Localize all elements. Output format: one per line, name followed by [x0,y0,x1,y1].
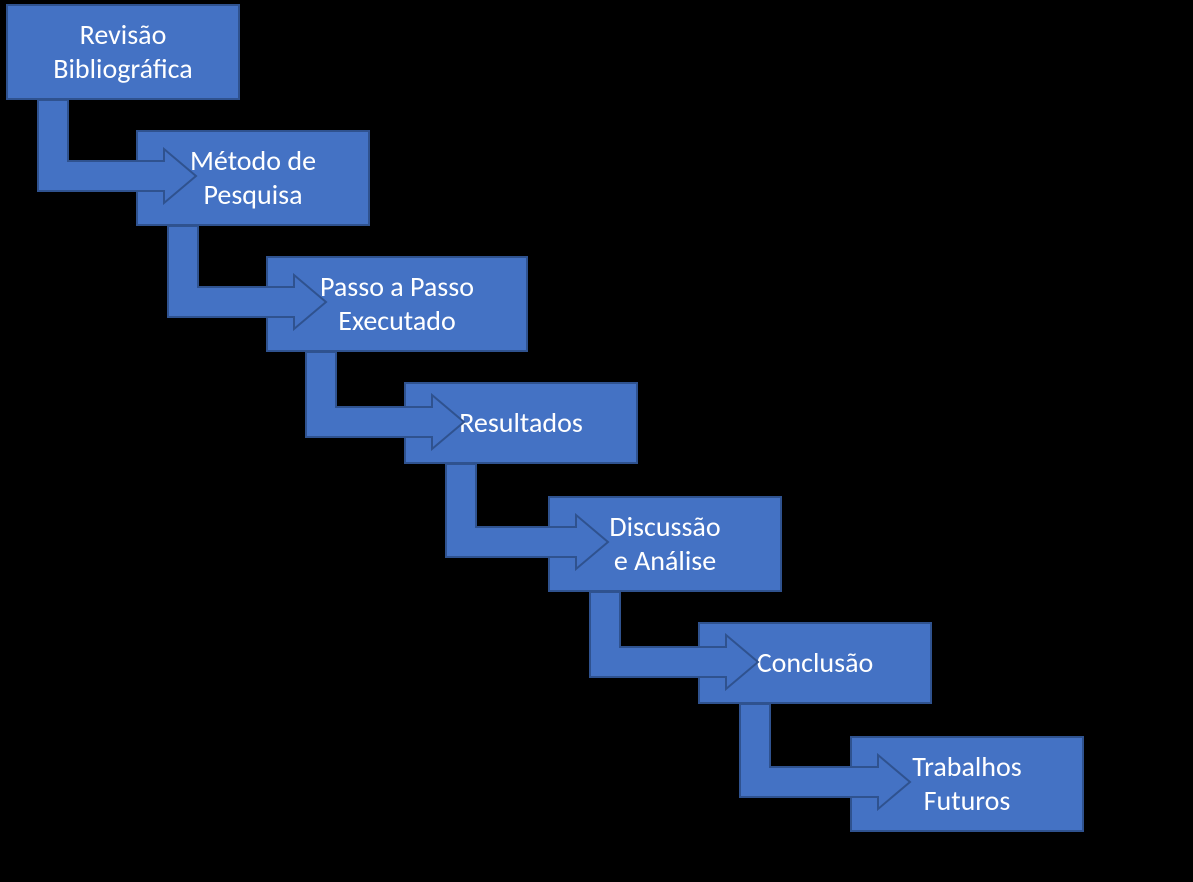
node-passo-a-passo-executado: Passo a PassoExecutado [266,256,528,352]
node-conclusao: Conclusão [698,622,932,704]
node-label: RevisãoBibliográfica [53,18,192,85]
node-revisao-bibliografica: RevisãoBibliográfica [6,4,240,100]
node-label: Passo a PassoExecutado [320,270,474,337]
node-label: TrabalhosFuturos [912,750,1021,817]
node-trabalhos-futuros: TrabalhosFuturos [850,736,1084,832]
node-label: Conclusão [757,646,874,680]
node-label: Discussãoe Análise [609,510,720,577]
node-metodo-de-pesquisa: Método dePesquisa [136,130,370,226]
node-discussao-e-analise: Discussãoe Análise [548,496,782,592]
node-resultados: Resultados [404,382,638,464]
node-label: Método dePesquisa [190,144,316,211]
flowchart-container: RevisãoBibliográfica Método dePesquisa P… [0,0,1193,882]
node-label: Resultados [459,406,583,440]
